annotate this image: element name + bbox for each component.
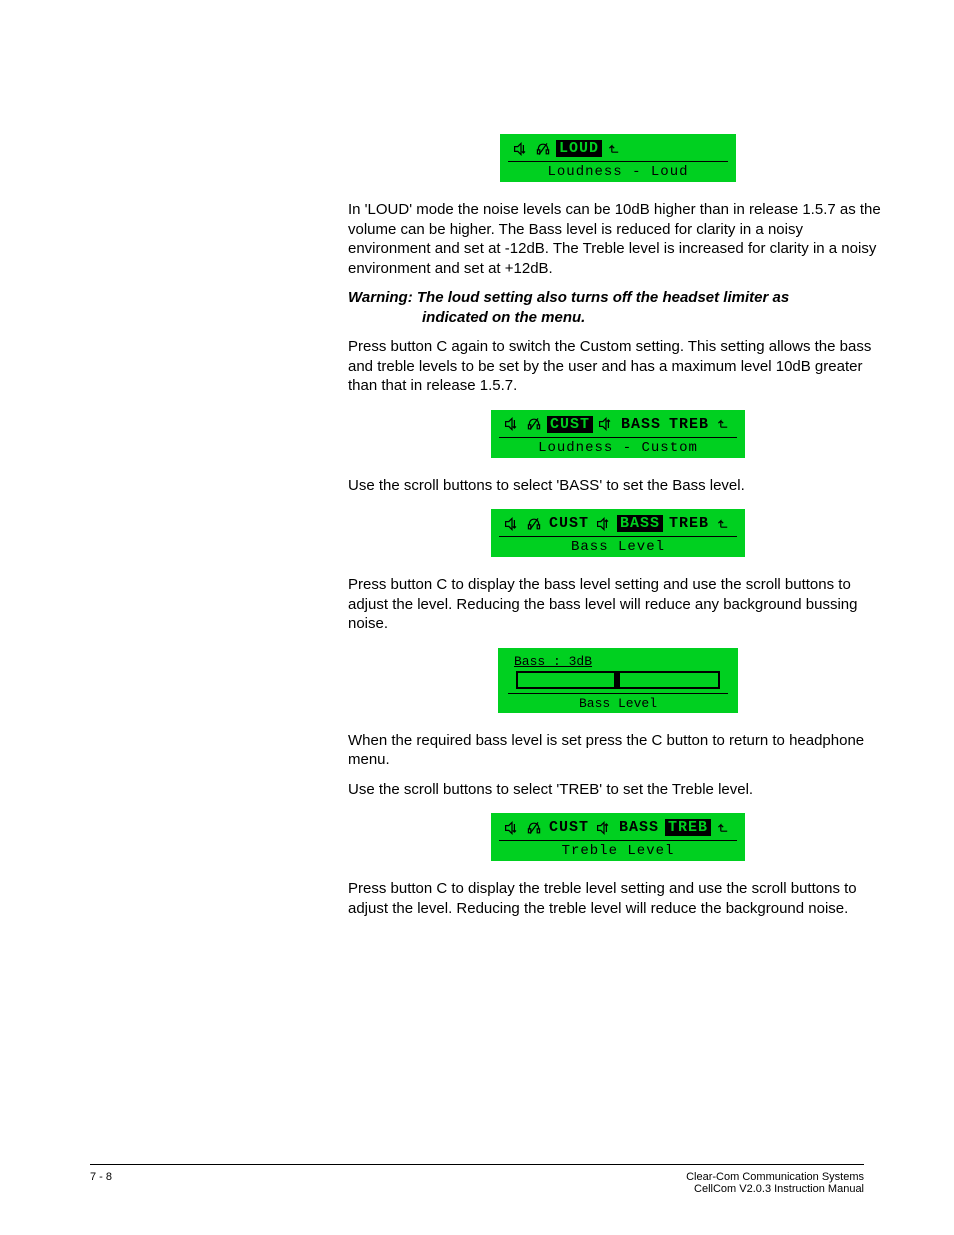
speaker-down-icon (503, 416, 521, 432)
lcd-segment: BASS (619, 416, 663, 433)
speaker-up-icon (595, 820, 613, 836)
slider-track (516, 671, 720, 689)
body-paragraph: Press button C to display the treble lev… (348, 879, 888, 918)
headphone-off-icon (525, 516, 543, 532)
lcd-display-custom: CUST BASS TREB Loudness - Custom (348, 410, 888, 458)
body-paragraph: Press button C to display the bass level… (348, 575, 888, 634)
lcd-display-slider: Bass : 3dB Bass Level (348, 648, 888, 713)
lcd-caption: Treble Level (499, 841, 737, 859)
lcd-caption: Bass Level (499, 537, 737, 555)
lcd-segment: BASS (617, 819, 661, 836)
lcd-segment: TREB (665, 819, 711, 836)
lcd-caption: Loudness - Custom (499, 438, 737, 456)
headphone-off-icon (534, 141, 552, 157)
headphone-off-icon (525, 820, 543, 836)
body-paragraph: Press button C again to switch the Custo… (348, 337, 888, 396)
lcd-segment: TREB (667, 515, 711, 532)
speaker-down-icon (503, 820, 521, 836)
lcd-segment: LOUD (556, 140, 602, 157)
speaker-up-icon (597, 416, 615, 432)
page-number: 7 - 8 (90, 1171, 112, 1195)
footer-manual: CellCom V2.0.3 Instruction Manual (686, 1183, 864, 1195)
speaker-down-icon (512, 141, 530, 157)
page-footer: 7 - 8 Clear-Com Communication Systems Ce… (90, 1164, 864, 1195)
body-paragraph: Use the scroll buttons to select 'BASS' … (348, 476, 888, 496)
lcd-segment: TREB (667, 416, 711, 433)
lcd-display-treb: CUST BASS TREB Treble Level (348, 813, 888, 861)
lcd-segment: CUST (547, 515, 591, 532)
warning-line-2: indicated on the menu. (348, 308, 888, 328)
lcd-segment: BASS (617, 515, 663, 532)
lcd-caption: Loudness - Loud (508, 162, 728, 180)
warning-line-1: Warning: The loud setting also turns off… (348, 289, 789, 306)
footer-company: Clear-Com Communication Systems (686, 1171, 864, 1183)
back-arrow-icon (715, 516, 733, 532)
speaker-down-icon (503, 516, 521, 532)
lcd-display-bass: CUST BASS TREB Bass Level (348, 509, 888, 557)
warning-paragraph: Warning: The loud setting also turns off… (348, 288, 888, 327)
slider-thumb (614, 672, 620, 688)
body-paragraph: In 'LOUD' mode the noise levels can be 1… (348, 200, 888, 278)
back-arrow-icon (715, 416, 733, 432)
speaker-up-icon (595, 516, 613, 532)
slider-value-label: Bass : 3dB (508, 654, 728, 669)
lcd-segment: CUST (547, 416, 593, 433)
lcd-segment: CUST (547, 819, 591, 836)
body-paragraph: Use the scroll buttons to select 'TREB' … (348, 780, 888, 800)
body-paragraph: When the required bass level is set pres… (348, 731, 888, 770)
back-arrow-icon (715, 820, 733, 836)
lcd-display-loud: LOUD Loudness - Loud (348, 134, 888, 182)
headphone-off-icon (525, 416, 543, 432)
back-arrow-icon (606, 141, 624, 157)
slider-caption: Bass Level (508, 693, 728, 711)
